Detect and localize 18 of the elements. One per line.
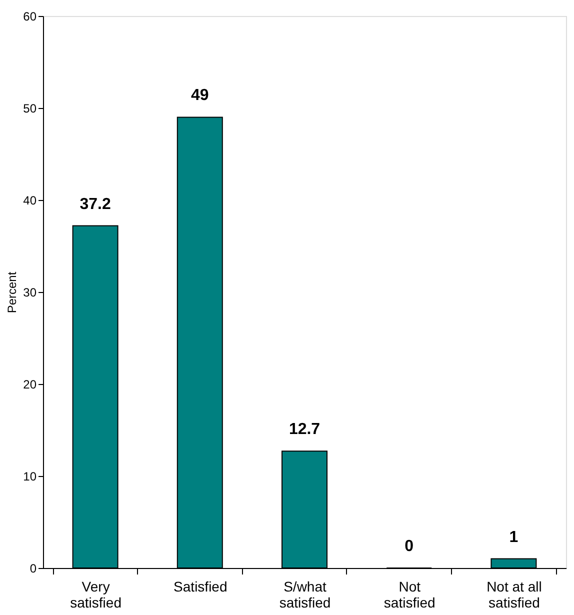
- y-axis-title: Percent: [5, 271, 20, 314]
- y-tick-label: 60: [23, 10, 37, 24]
- data-label: 37.2: [80, 196, 111, 213]
- x-tick-label: S/what satisfied: [279, 578, 331, 610]
- y-tick-label: 20: [23, 378, 37, 392]
- data-label: 1: [509, 528, 518, 546]
- data-label: 49: [191, 87, 209, 104]
- y-tick-label: 50: [23, 102, 37, 116]
- y-tick-label: 40: [23, 194, 37, 208]
- data-label: 0: [404, 538, 414, 555]
- y-tick-label: 0: [30, 562, 37, 576]
- x-tick-label: Very satisfied: [70, 578, 122, 610]
- x-tick-label: Satisfied: [174, 578, 228, 594]
- y-tick-label: 10: [23, 470, 37, 484]
- x-tick-label: Not at all satisfied: [486, 578, 542, 610]
- data-label: 12.7: [288, 421, 320, 438]
- x-tick-label: Not satisfied: [384, 578, 436, 610]
- y-tick-label: 30: [23, 286, 37, 300]
